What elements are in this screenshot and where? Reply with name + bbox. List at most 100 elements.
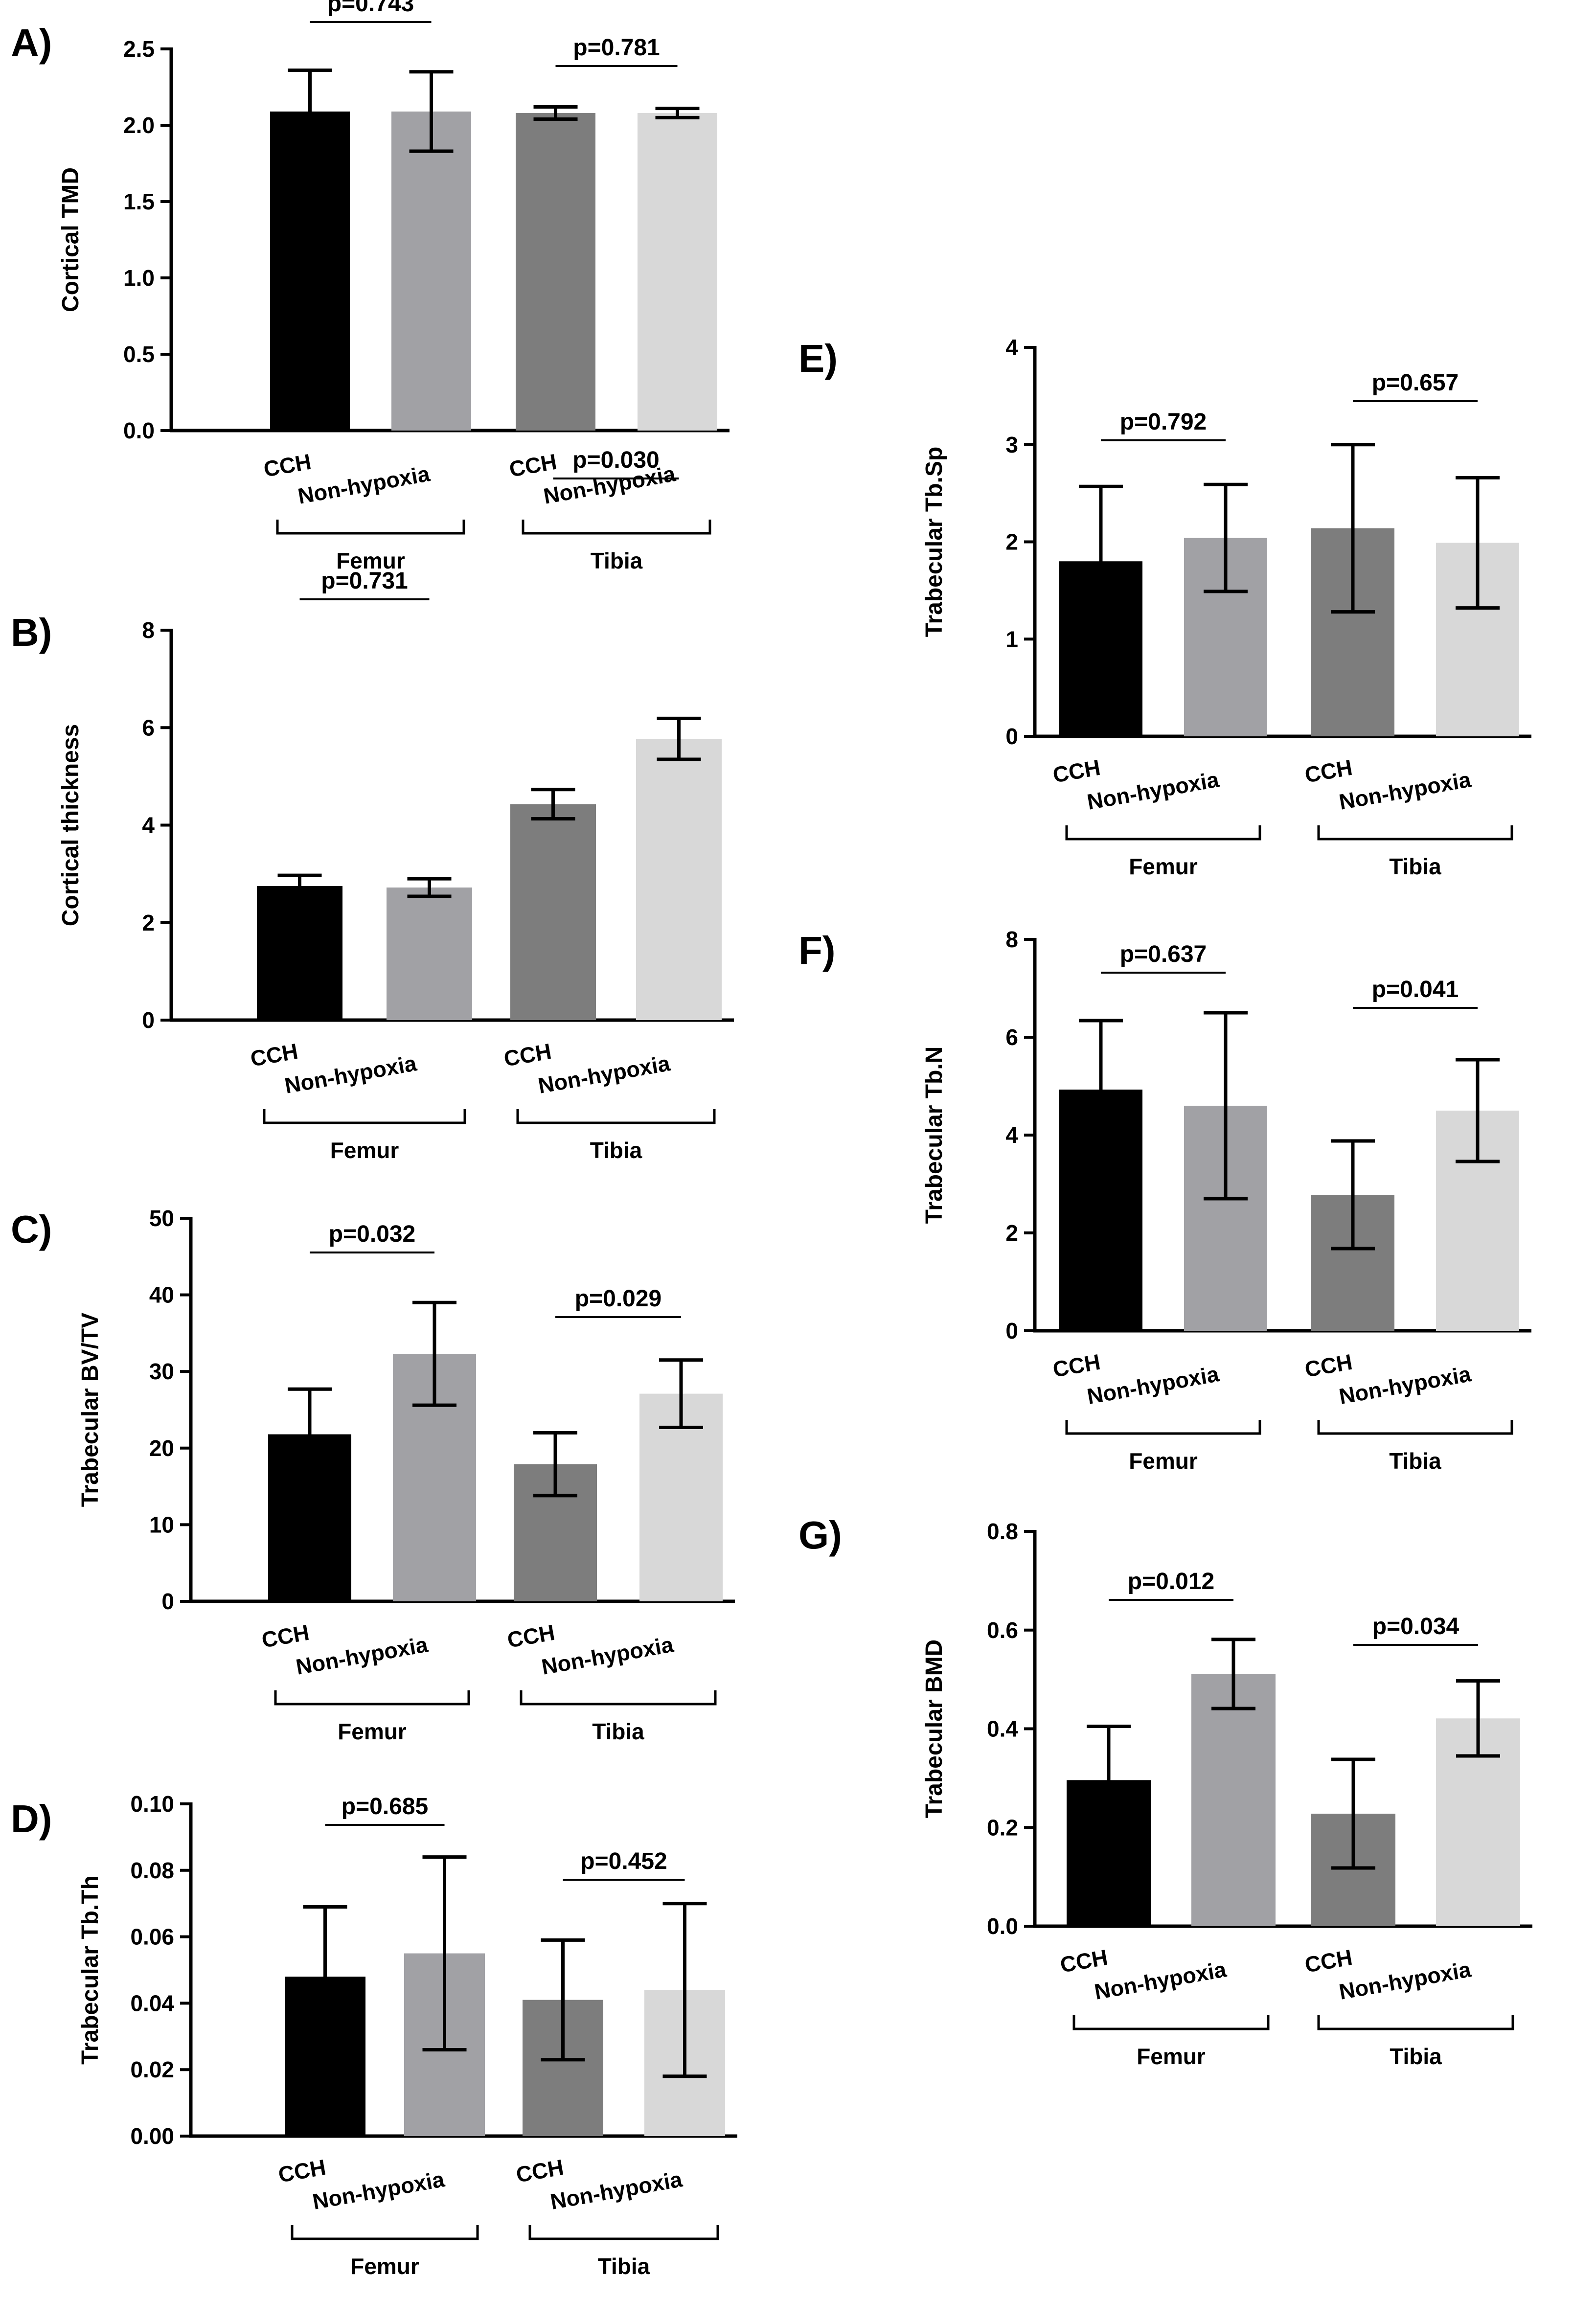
y-tick-label: 2: [1005, 529, 1018, 555]
panel-label: G): [798, 1513, 842, 1557]
group-label: Tibia: [1389, 854, 1441, 879]
category-label: CCH: [276, 2155, 328, 2187]
group-bracket: [1065, 825, 1261, 841]
group-label: Tibia: [590, 1138, 642, 1163]
group-bracket: [276, 520, 465, 535]
y-tick-label: 4: [1005, 1122, 1018, 1148]
y-tick-label: 0.06: [130, 1924, 174, 1950]
y-axis-title: Trabecular BV/TV: [77, 1313, 103, 1507]
category-label: CCH: [507, 449, 559, 482]
y-tick-label: 30: [149, 1359, 174, 1384]
y-tick-label: 0.08: [130, 1858, 174, 1883]
group-label: Femur: [350, 2254, 419, 2279]
panel-label: A): [11, 21, 52, 65]
p-value-label: p=0.041: [1372, 977, 1459, 1002]
panel-label: B): [11, 611, 52, 654]
panel-label: D): [11, 1797, 52, 1841]
group-label: Tibia: [598, 2254, 650, 2279]
y-tick-label: 0.6: [987, 1617, 1018, 1643]
category-label: CCH: [1058, 1945, 1110, 1978]
y-tick-label: 6: [142, 715, 155, 740]
y-tick-label: 8: [1005, 927, 1018, 952]
group-label: Tibia: [592, 1719, 644, 1744]
category-label: CCH: [260, 1620, 311, 1653]
y-tick-label: 0.4: [987, 1716, 1018, 1742]
y-tick-label: 0.8: [987, 1519, 1018, 1544]
p-value-label: p=0.685: [342, 1794, 428, 1820]
p-value-label: p=0.034: [1372, 1614, 1459, 1639]
category-label: Non-hypoxia: [1093, 1957, 1229, 2004]
y-tick-label: 4: [1005, 335, 1018, 360]
y-tick-label: 40: [149, 1282, 174, 1308]
p-value-label: p=0.657: [1372, 370, 1459, 396]
panel-label: C): [11, 1207, 52, 1251]
category-label: CCH: [1051, 1349, 1102, 1382]
p-value-label: p=0.781: [573, 35, 660, 61]
group-bracket: [274, 1690, 470, 1706]
category-label: CCH: [1303, 1945, 1354, 1978]
group-label: Femur: [1137, 2044, 1206, 2069]
y-tick-label: 0.2: [987, 1815, 1018, 1840]
p-value-label: p=0.792: [1120, 409, 1207, 435]
y-axis-title: Trabecular Tb.Th: [77, 1875, 103, 2065]
y-tick-label: 1: [1005, 626, 1018, 652]
y-tick-label: 0.10: [130, 1791, 174, 1817]
bar: [387, 888, 472, 1020]
y-tick-label: 2: [142, 910, 155, 935]
y-tick-label: 20: [149, 1435, 174, 1461]
category-label: CCH: [514, 2155, 566, 2187]
group-bracket: [1317, 2015, 1514, 2030]
category-label: CCH: [1303, 755, 1354, 788]
y-tick-label: 3: [1005, 432, 1018, 457]
y-tick-label: 1.5: [123, 189, 155, 214]
category-label: CCH: [262, 449, 313, 482]
y-tick-label: 0: [142, 1007, 155, 1033]
bar: [638, 113, 717, 431]
y-tick-label: 10: [149, 1512, 174, 1537]
p-value-label: p=0.731: [321, 568, 408, 594]
group-bracket: [263, 1109, 466, 1124]
group-label: Femur: [330, 1138, 399, 1163]
panel-label: F): [798, 929, 836, 972]
p-value-label: p=0.032: [329, 1221, 415, 1247]
p-value-label: p=0.743: [327, 0, 414, 17]
p-value-label: p=0.030: [572, 447, 659, 473]
category-label: Non-hypoxia: [283, 1050, 419, 1098]
category-label: Non-hypoxia: [311, 2166, 447, 2214]
group-label: Tibia: [1390, 2044, 1442, 2069]
group-label: Femur: [1129, 854, 1198, 879]
bar: [391, 111, 471, 431]
group-label: Femur: [1129, 1448, 1198, 1474]
group-bracket: [1317, 825, 1513, 841]
y-tick-label: 0: [161, 1589, 174, 1614]
group-bracket: [522, 520, 711, 535]
p-value-label: p=0.029: [575, 1286, 661, 1312]
category-label: Non-hypoxia: [548, 2166, 684, 2214]
y-tick-label: 0.0: [987, 1913, 1018, 1939]
group-bracket: [516, 1109, 716, 1124]
p-value-label: p=0.012: [1128, 1569, 1214, 1594]
y-tick-label: 6: [1005, 1024, 1018, 1050]
category-label: Non-hypoxia: [1337, 1957, 1473, 2004]
category-label: CCH: [505, 1620, 557, 1653]
y-tick-label: 0: [1005, 724, 1018, 749]
y-tick-label: 0.0: [123, 418, 155, 443]
y-tick-label: 2.0: [123, 113, 155, 138]
y-tick-label: 4: [142, 813, 155, 838]
category-label: Non-hypoxia: [536, 1050, 672, 1098]
category-label: Non-hypoxia: [296, 461, 432, 509]
group-bracket: [520, 1690, 717, 1706]
category-label: Non-hypoxia: [294, 1632, 430, 1680]
p-value-label: p=0.637: [1120, 941, 1207, 967]
category-label: Non-hypoxia: [1337, 767, 1473, 815]
y-axis-title: Trabecular Tb.N: [921, 1047, 947, 1224]
group-bracket: [291, 2225, 479, 2240]
bar: [516, 113, 595, 431]
bar: [270, 111, 350, 431]
bar: [510, 804, 596, 1020]
category-label: CCH: [502, 1039, 553, 1071]
